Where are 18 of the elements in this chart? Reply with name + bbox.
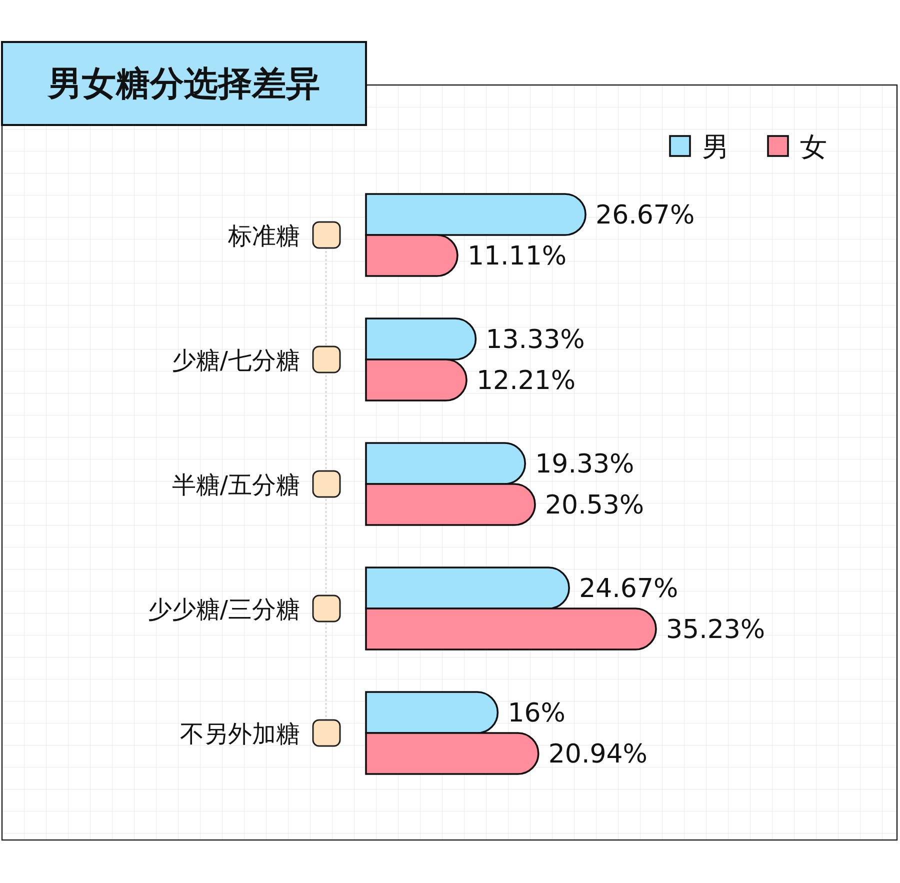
data-label: 20.94% <box>548 740 648 770</box>
y-tick-label: 少少糖/三分糖 <box>148 596 300 624</box>
legend-label: 男 <box>702 132 729 163</box>
y-tick-label: 不另外加糖 <box>180 720 300 748</box>
data-label: 26.67% <box>596 200 695 230</box>
data-label: 16% <box>508 698 566 728</box>
y-tick-label: 标准糖 <box>227 222 300 250</box>
data-label: 11.11% <box>467 242 567 272</box>
data-label: 19.33% <box>535 450 634 480</box>
data-label: 20.53% <box>544 490 644 520</box>
data-label: 13.33% <box>486 325 585 355</box>
y-tick-label: 半糖/五分糖 <box>172 471 300 499</box>
data-label: 24.67% <box>579 574 678 604</box>
legend-label: 女 <box>800 132 827 163</box>
data-label: 12.21% <box>476 366 576 396</box>
chart-title: 男女糖分选择差异 <box>47 64 320 104</box>
data-label: 35.23% <box>666 615 766 645</box>
y-tick-label: 少糖/七分糖 <box>172 346 300 374</box>
